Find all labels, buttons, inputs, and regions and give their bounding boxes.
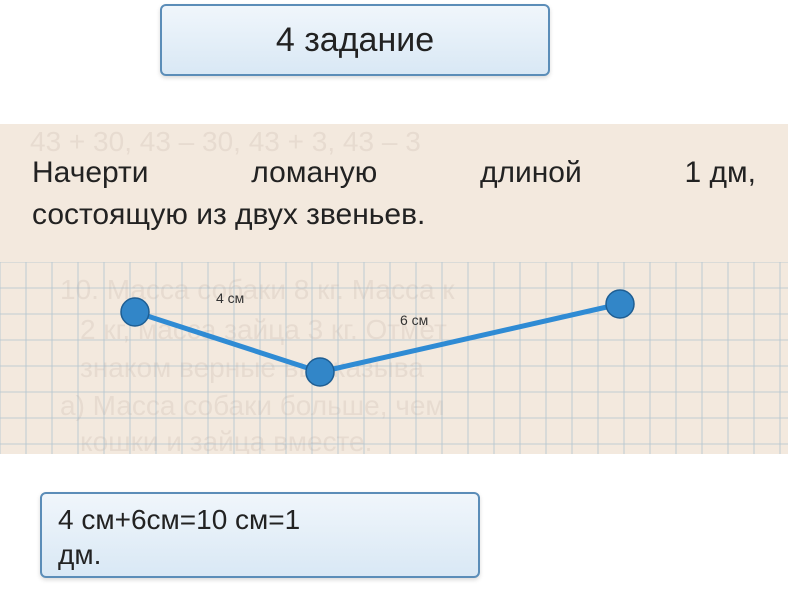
word-2: ломаную [251, 152, 377, 194]
answer-line-1: 4 см+6см=10 см=1 [58, 502, 462, 537]
polyline-diagram [121, 290, 634, 386]
answer-line-2: дм. [58, 537, 462, 572]
problem-line-2: состоящую из двух звеньев. [32, 194, 756, 236]
grid-area: 4 см 6 см [0, 262, 788, 454]
task-title-label: 4 задание [276, 21, 434, 60]
task-title-box: 4 задание [160, 4, 550, 76]
grid-lines [0, 262, 788, 454]
problem-panel: 43 + 30, 43 – 30, 43 + 3, 43 – 3 10. Мас… [0, 124, 788, 454]
segment-2-label: 6 см [400, 312, 428, 328]
word-3: длиной [480, 152, 582, 194]
word-1: Начерти [32, 152, 149, 194]
segment-1-label: 4 см [216, 290, 244, 306]
answer-box: 4 см+6см=10 см=1 дм. [40, 492, 480, 578]
word-4: 1 дм, [685, 152, 756, 194]
grid-svg [0, 262, 788, 454]
problem-text: Начерти ломаную длиной 1 дм, состоящую и… [32, 152, 756, 236]
